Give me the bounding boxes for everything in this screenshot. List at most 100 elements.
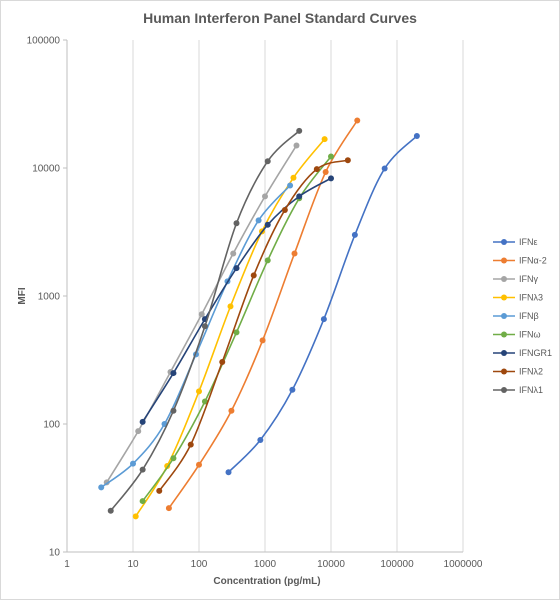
legend-entry: IFNλ3 <box>493 293 543 303</box>
x-tick-label: 1 <box>64 559 70 570</box>
data-point <box>130 460 136 467</box>
legend: IFNε IFNα-2 IFNγ IFNλ3 IFNβ IFNω IFNGR1 IFNλ2 IF… <box>493 237 552 395</box>
data-point <box>296 193 303 200</box>
data-point <box>259 337 266 344</box>
legend-label: IFNλ3 <box>519 293 543 303</box>
data-point <box>250 272 257 279</box>
data-point <box>257 436 264 443</box>
data-point <box>198 311 205 318</box>
legend-entry: IFNε <box>493 237 538 247</box>
data-point <box>320 316 327 323</box>
series-layer <box>98 117 420 520</box>
legend-marker <box>501 350 507 356</box>
data-point <box>264 158 271 165</box>
data-point <box>98 484 105 491</box>
y-tick-label: 100000 <box>27 36 61 47</box>
data-point <box>170 370 177 377</box>
series-8 <box>156 157 351 494</box>
legend-marker <box>501 368 507 375</box>
legend-label: IFNε <box>519 237 538 247</box>
data-point <box>413 132 420 139</box>
legend-marker <box>501 313 507 319</box>
legend-entry: IFNλ2 <box>493 367 543 377</box>
data-point <box>313 166 320 173</box>
data-point <box>233 220 240 227</box>
legend-marker <box>501 387 507 393</box>
data-point <box>139 466 146 473</box>
y-tick-label: 10000 <box>32 164 60 175</box>
x-tick-label: 100000 <box>380 559 414 570</box>
x-tick-label: 1000 <box>254 559 277 570</box>
series-2 <box>165 117 361 512</box>
x-tick-label: 10 <box>127 559 139 570</box>
data-point <box>230 250 237 257</box>
legend-label: IFNγ <box>519 274 538 284</box>
x-axis-label: Concentration (pg/mL) <box>213 576 320 587</box>
data-point <box>293 142 300 149</box>
series-4 <box>132 136 328 520</box>
legend-label: IFNω <box>519 330 541 340</box>
data-point <box>290 174 297 181</box>
x-tick-label: 10000 <box>317 559 345 570</box>
legend-label: IFNα-2 <box>519 256 547 266</box>
legend-entry: IFNλ1 <box>493 385 543 395</box>
legend-marker <box>501 239 507 245</box>
legend-entry: IFNγ <box>493 274 538 284</box>
data-point <box>328 153 334 160</box>
data-point <box>264 257 271 264</box>
y-tick-label: 10 <box>49 548 61 559</box>
data-point <box>196 388 202 395</box>
data-point <box>107 507 114 514</box>
data-point <box>351 231 358 238</box>
data-point <box>227 303 234 310</box>
data-point <box>354 117 361 124</box>
legend-entry: IFNω <box>493 330 541 340</box>
data-point <box>225 469 232 476</box>
data-point <box>328 175 334 182</box>
legend-marker <box>501 331 507 338</box>
legend-marker <box>501 294 507 301</box>
y-tick-label: 100 <box>43 420 60 431</box>
x-tick-label: 100 <box>191 559 208 570</box>
legend-marker <box>501 276 507 282</box>
data-point <box>322 169 329 176</box>
data-point <box>201 323 208 330</box>
legend-marker <box>501 257 507 264</box>
data-point <box>170 455 177 462</box>
legend-entry: IFNα-2 <box>493 256 547 266</box>
data-point <box>381 165 388 172</box>
chart-title: Human Interferon Panel Standard Curves <box>143 10 417 26</box>
legend-label: IFNβ <box>519 311 539 321</box>
series-7 <box>139 175 334 425</box>
legend-label: IFNGR1 <box>519 348 552 358</box>
data-point <box>187 441 194 448</box>
data-point <box>321 136 328 143</box>
data-point <box>170 407 177 414</box>
data-point <box>264 221 271 228</box>
data-point <box>291 250 298 257</box>
legend-entry: IFNGR1 <box>493 348 552 358</box>
legend-label: IFNλ2 <box>519 367 543 377</box>
y-tick-label: 1000 <box>38 292 61 303</box>
data-point <box>156 487 163 494</box>
data-point <box>132 513 139 520</box>
data-point <box>139 418 146 425</box>
data-point <box>281 206 288 213</box>
data-point <box>233 265 240 272</box>
data-point <box>139 498 146 505</box>
data-point <box>196 461 202 468</box>
series-9 <box>107 127 303 514</box>
data-point <box>219 359 226 366</box>
legend-label: IFNλ1 <box>519 385 543 395</box>
data-point <box>233 329 240 336</box>
data-point <box>296 127 303 134</box>
legend-entry: IFNβ <box>493 311 539 321</box>
grid-lines <box>132 40 464 552</box>
data-point <box>165 505 172 512</box>
x-tick-label: 1000000 <box>444 559 483 570</box>
data-point <box>287 182 294 189</box>
data-point <box>289 386 296 393</box>
